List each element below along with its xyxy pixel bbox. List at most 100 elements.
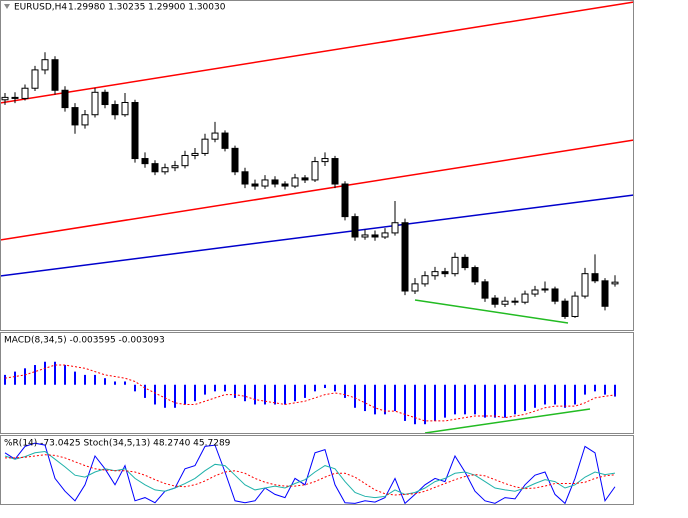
candle-body: [61, 89, 69, 109]
candle-body: [541, 288, 549, 291]
candle-body: [291, 177, 299, 187]
histogram-bar: [574, 384, 576, 405]
candle-body: [221, 132, 229, 149]
histogram-bar: [384, 384, 386, 415]
histogram-bar: [204, 384, 206, 395]
histogram-bar: [264, 384, 266, 405]
candle-body: [461, 256, 469, 269]
histogram-bar: [364, 384, 366, 412]
histogram-bar: [44, 361, 46, 385]
candle-body: [401, 222, 409, 292]
histogram-bar: [94, 374, 96, 385]
histogram-bar: [64, 365, 66, 385]
candle-body: [471, 267, 479, 283]
candle-body: [261, 179, 269, 187]
candle-body: [531, 289, 539, 295]
candle-body: [601, 280, 609, 307]
trend-line: [0, 194, 635, 277]
histogram-bar: [494, 384, 496, 418]
candle-body: [111, 104, 119, 116]
candle-body: [391, 222, 399, 234]
candle-body: [501, 300, 509, 305]
histogram-bar: [534, 384, 536, 408]
indicator-title: %R(14) -73.0425 Stoch(34,5,13) 48.2740 4…: [4, 439, 231, 449]
candle-body: [381, 232, 389, 238]
histogram-bar: [354, 384, 356, 408]
candle-body: [101, 91, 109, 106]
candle-body: [521, 293, 529, 303]
histogram-bar: [584, 384, 586, 395]
candle-body: [71, 107, 79, 126]
candle-body: [181, 154, 189, 167]
histogram-bar: [54, 361, 56, 385]
panel-border: [0, 0, 634, 331]
histogram-bar: [604, 384, 606, 395]
histogram-bar: [334, 384, 336, 392]
candle-body: [321, 158, 329, 163]
histogram-bar: [344, 384, 346, 398]
candle-body: [231, 147, 239, 173]
candle-body: [361, 234, 369, 238]
candle-body: [511, 300, 519, 303]
histogram-bar: [84, 374, 86, 385]
candle-body: [31, 69, 39, 89]
histogram-bar: [14, 371, 16, 385]
candle-body: [131, 101, 139, 160]
indicator-title: MACD(8,34,5) -0.003595 -0.003093: [4, 336, 165, 346]
histogram-bar: [284, 384, 286, 405]
histogram-bar: [134, 384, 136, 392]
candle-body: [411, 283, 419, 292]
histogram-bar: [254, 384, 256, 405]
candle-body: [451, 256, 459, 275]
histogram-bar: [184, 384, 186, 405]
candle-body: [331, 158, 339, 185]
candle-body: [281, 183, 289, 187]
candle-body: [301, 177, 309, 181]
histogram-bar: [304, 384, 306, 398]
histogram-bar: [4, 374, 6, 385]
histogram-bar: [464, 384, 466, 415]
histogram-bar: [514, 384, 516, 415]
histogram-bar: [244, 384, 246, 402]
marks-layer: [1, 52, 619, 505]
histogram-bar: [424, 384, 426, 425]
candle-body: [421, 275, 429, 285]
histogram-bar: [144, 384, 146, 398]
oscillator-line: [5, 454, 616, 496]
panel-border: [0, 435, 634, 505]
histogram-bar: [314, 384, 316, 392]
divergence-line: [424, 408, 591, 434]
candle-body: [581, 273, 589, 297]
chart-subtitle: 1.29980 1.30235 1.29900 1.30030: [68, 3, 226, 13]
candle-body: [371, 234, 379, 238]
histogram-bar: [24, 368, 26, 385]
candle-body: [191, 152, 199, 156]
histogram-bar: [554, 384, 556, 405]
candle-body: [351, 216, 359, 238]
histogram-bar: [114, 381, 116, 385]
candle-body: [591, 273, 599, 282]
histogram-bar: [444, 384, 446, 418]
candle-body: [21, 87, 29, 99]
histogram-bar: [404, 384, 406, 421]
candle-body: [491, 297, 499, 305]
histogram-bar: [564, 384, 566, 408]
candle-body: [211, 132, 219, 140]
histogram-bar: [174, 384, 176, 408]
chart-title: EURUSD,H4: [14, 3, 67, 13]
histogram-bar: [224, 384, 226, 392]
candle-body: [151, 163, 159, 173]
histogram-bar: [394, 384, 396, 412]
histogram-bar: [474, 384, 476, 415]
candle-body: [201, 138, 209, 154]
panel-border: [0, 332, 634, 434]
histogram-bar: [614, 384, 616, 397]
candle-body: [611, 281, 619, 285]
candle-body: [271, 179, 279, 185]
candle-body: [341, 183, 349, 218]
candle-body: [1, 96, 9, 101]
histogram-bar: [454, 384, 456, 415]
candle-body: [161, 167, 169, 173]
